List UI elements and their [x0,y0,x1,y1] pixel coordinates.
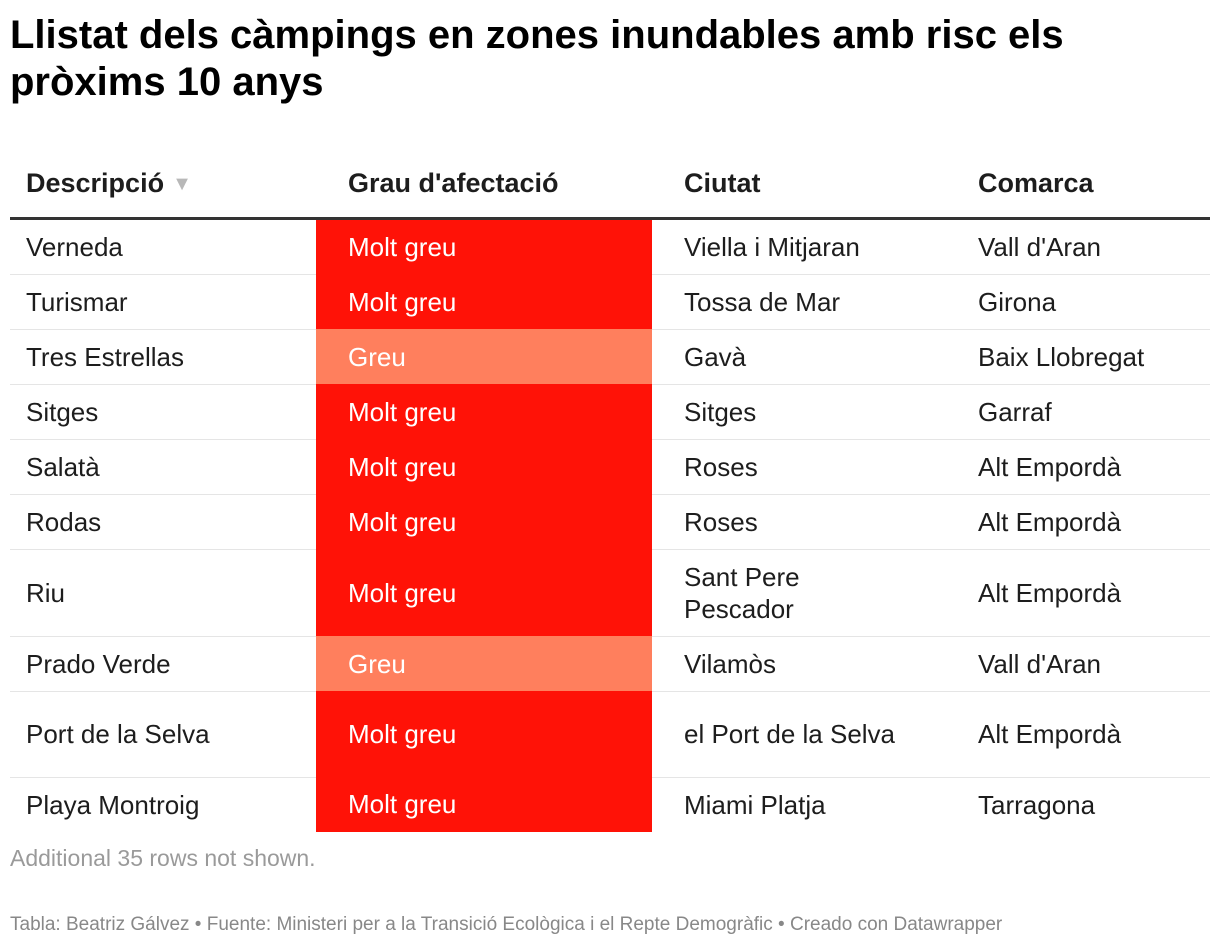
table-row: Riu Molt greu Sant Pere Pescador Alt Empord… [10,549,1210,637]
cell-comarca: Vall d'Aran [937,636,1210,692]
cell-comarca: Baix Llobregat [937,329,1210,385]
table-row: Playa Montroig Molt greu Miami Platja Tarra… [10,777,1210,832]
cell-grau-afectacio: Molt greu [316,274,652,329]
table-row: Tres Estrellas Greu Gavà Baix Llobregat [10,329,1210,385]
cell-ciutat: Roses [652,439,937,495]
cell-descripcio: Rodas [10,494,316,550]
cell-ciutat: Viella i Mitjaran [652,218,937,275]
cell-comarca: Garraf [937,384,1210,440]
rows-not-shown-note: Additional 35 rows not shown. [10,845,316,871]
table-row: Sitges Molt greu Sitges Garraf [10,384,1210,440]
cell-ciutat: Sant Pere Pescador [652,549,937,637]
table-row: Verneda Molt greu Viella i Mitjaran Vall d'… [10,218,1210,275]
cell-grau-afectacio: Molt greu [316,218,652,274]
cell-comarca: Vall d'Aran [937,218,1210,275]
cell-ciutat: Tossa de Mar [652,274,937,330]
cell-grau-afectacio: Greu [316,329,652,384]
table-row: Turismar Molt greu Tossa de Mar Girona [10,274,1210,330]
column-header-label: Descripció [26,168,165,199]
cell-comarca: Tarragona [978,789,1096,820]
cell-grau-afectacio: Molt greu [316,439,652,494]
cell-grau-afectacio: Greu [316,636,652,691]
cell-descripcio: Playa Montroig [26,789,200,820]
cell-comarca: Alt Empordà [937,549,1210,637]
cell-descripcio: Turismar [10,274,316,330]
cell-ciutat: Miami Platja [684,789,826,820]
cell-grau-afectacio: Molt greu [316,494,652,549]
cell-comarca: Alt Empordà [937,439,1210,495]
column-header-grau-afectacio[interactable]: Grau d'afectació [316,149,652,220]
table-row: Prado Verde Greu Vilamòs Vall d'Aran [10,636,1210,692]
table-row: Salatà Molt greu Roses Alt Empordà [10,439,1210,495]
table-row: Rodas Molt greu Roses Alt Empordà [10,494,1210,550]
cell-ciutat: Gavà [652,329,937,385]
table-body: Verneda Molt greu Viella i Mitjaran Vall d'… [10,218,1210,832]
cell-ciutat: Roses [652,494,937,550]
cell-descripcio: Salatà [10,439,316,495]
column-header-comarca[interactable]: Comarca [937,149,1210,220]
cell-grau-afectacio: Molt greu [316,691,652,777]
cell-grau-afectacio: Molt greu [316,384,652,439]
data-table: Descripció ▼ Grau d'afectació Ciutat Coma… [10,149,1210,832]
cell-ciutat: Sitges [652,384,937,440]
cell-descripcio: Prado Verde [10,636,316,692]
chart-title: Llistat dels càmpings en zones inundable… [10,13,1064,104]
cell-descripcio: Verneda [10,218,316,275]
cell-ciutat: Vilamòs [652,636,937,692]
column-header-ciutat[interactable]: Ciutat [652,149,937,220]
cell-descripcio: Port de la Selva [10,691,316,778]
header-row: Descripció ▼ Grau d'afectació Ciutat Coma… [10,149,1210,220]
column-header-descripcio[interactable]: Descripció ▼ [10,149,316,220]
cell-grau-afectacio: Molt greu [316,549,652,636]
cell-comarca: Alt Empordà [937,691,1210,778]
cell-ciutat: el Port de la Selva [652,691,937,778]
cell-grau-afectacio: Molt greu [316,777,652,832]
cell-comarca: Alt Empordà [937,494,1210,550]
table-row: Port de la Selva Molt greu el Port de la S… [10,691,1210,778]
cell-descripcio: Tres Estrellas [10,329,316,385]
cell-descripcio: Riu [10,549,316,637]
sort-descending-icon[interactable]: ▼ [172,173,192,196]
chart-footer: Tabla: Beatriz Gálvez • Fuente: Minister… [10,914,1003,935]
cell-comarca: Girona [937,274,1210,330]
cell-descripcio: Sitges [10,384,316,440]
